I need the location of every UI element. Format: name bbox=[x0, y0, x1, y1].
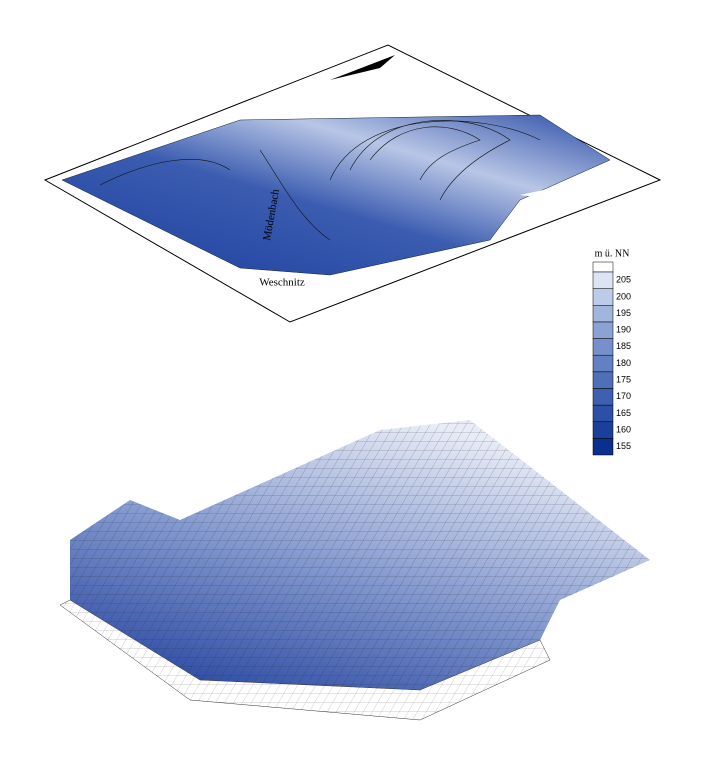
legend-tick-label: 175 bbox=[616, 375, 631, 385]
legend-band bbox=[592, 404, 614, 422]
legend-band bbox=[592, 354, 614, 373]
legend-tick-label: 185 bbox=[616, 341, 631, 351]
surface-mesh bbox=[70, 420, 650, 690]
legend-tick-label: 200 bbox=[616, 291, 631, 301]
legend-band bbox=[592, 438, 614, 456]
legend-tick-label: 180 bbox=[616, 358, 631, 368]
contour-map bbox=[61, 114, 611, 276]
legend-band bbox=[592, 371, 614, 389]
legend-band bbox=[592, 421, 614, 439]
legend-tick-label: 165 bbox=[616, 408, 631, 418]
north-arrow bbox=[330, 55, 395, 80]
contour-lines bbox=[99, 120, 541, 241]
legend-tick-label: 170 bbox=[616, 391, 631, 401]
legend-tick-label: 195 bbox=[616, 308, 631, 318]
river-label: Weschnitz bbox=[259, 277, 305, 289]
base-mesh bbox=[60, 600, 550, 720]
legend-tick-label: 190 bbox=[616, 325, 631, 335]
legend-title: m ü. NN bbox=[595, 248, 630, 259]
legend-band bbox=[592, 338, 614, 356]
legend-tick-label: 160 bbox=[616, 424, 631, 434]
legend-tick-label: 155 bbox=[616, 441, 631, 451]
legend-band bbox=[592, 388, 614, 406]
legend: 155 160 165 170 175 180 185 190 195 200 205 bbox=[592, 271, 631, 456]
lake bbox=[520, 180, 590, 200]
legend-tick-label: 205 bbox=[616, 275, 631, 285]
legend-band bbox=[592, 271, 614, 289]
legend-band bbox=[592, 261, 614, 273]
legend-band bbox=[592, 321, 614, 339]
legend-band bbox=[592, 305, 614, 323]
legend-band bbox=[592, 288, 614, 306]
